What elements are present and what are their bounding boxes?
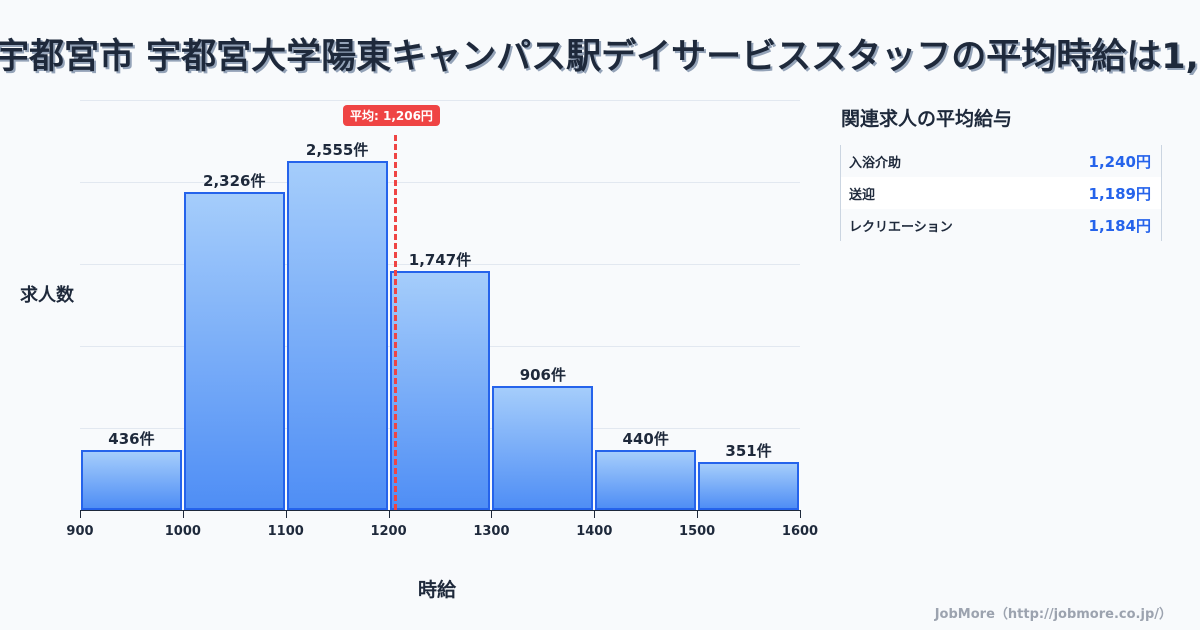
- x-tick: [491, 510, 493, 518]
- x-tick: [80, 510, 81, 518]
- x-tick-label: 1100: [267, 524, 304, 539]
- row-value: 1,189円: [1088, 184, 1151, 203]
- histogram-bar: [492, 386, 594, 510]
- histogram-bar: [698, 462, 799, 510]
- x-tick: [594, 510, 596, 518]
- x-axis-line: [80, 510, 800, 511]
- x-tick-label: 1500: [679, 524, 716, 539]
- x-tick-label: 1400: [576, 524, 613, 539]
- related-row: 入浴介助 1,240円: [841, 145, 1161, 177]
- histogram-bar: [81, 450, 182, 510]
- related-salary-table: 入浴介助 1,240円 送迎 1,189円 レクリエーション 1,184円: [840, 145, 1162, 241]
- histogram-chart: 436件 2,326件 2,555件 1,747件 906件 440件 351件 900 10…: [20, 100, 818, 601]
- x-tick-label: 1000: [164, 524, 201, 539]
- row-label: レクリエーション: [849, 219, 953, 235]
- row-value: 1,240円: [1088, 152, 1151, 171]
- bar-value-label: 1,747件: [408, 251, 472, 270]
- x-tick: [800, 510, 801, 518]
- row-label: 入浴介助: [849, 155, 902, 171]
- bar-value-label: 2,326件: [203, 172, 266, 191]
- average-line: [393, 135, 397, 510]
- bar-value-label: 2,555件: [305, 140, 369, 159]
- row-value: 1,184円: [1088, 216, 1151, 235]
- average-badge: 平均: 1,206円: [343, 105, 440, 126]
- x-tick-label: 1200: [370, 524, 407, 539]
- bar-value-label: 436件: [108, 430, 155, 449]
- gridline: [80, 264, 800, 265]
- x-tick: [285, 510, 287, 518]
- x-tick-label: 900: [66, 524, 94, 539]
- y-axis-label: 求人数: [20, 285, 74, 306]
- footer-credit: JobMore（http://jobmore.co.jp/）: [934, 607, 1172, 622]
- x-tick: [182, 510, 184, 518]
- histogram-bar: [595, 449, 697, 510]
- gridline: [80, 100, 800, 101]
- histogram-bar: [389, 271, 491, 510]
- row-label: 送迎: [849, 187, 876, 203]
- page-title: 宇都宮市 宇都宮大学陽東キャンパス駅デイサービススタッフの平均時給は1,206円: [0, 37, 1200, 77]
- related-row: 送迎 1,189円: [841, 177, 1161, 209]
- bar-value-label: 906件: [519, 366, 566, 385]
- bar-value-label: 351件: [725, 442, 772, 461]
- related-panel-title: 関連求人の平均給与: [841, 108, 1013, 130]
- x-tick: [697, 510, 699, 518]
- x-axis-label: 時給: [418, 579, 457, 601]
- related-row: レクリエーション 1,184円: [841, 209, 1161, 241]
- histogram-bar: [183, 192, 285, 510]
- x-tick: [388, 510, 390, 518]
- bar-value-label: 440件: [622, 429, 669, 448]
- x-tick-label: 1300: [473, 524, 510, 539]
- histogram-bar: [286, 160, 388, 510]
- x-tick-label: 1600: [781, 524, 819, 539]
- gridline: [80, 182, 800, 183]
